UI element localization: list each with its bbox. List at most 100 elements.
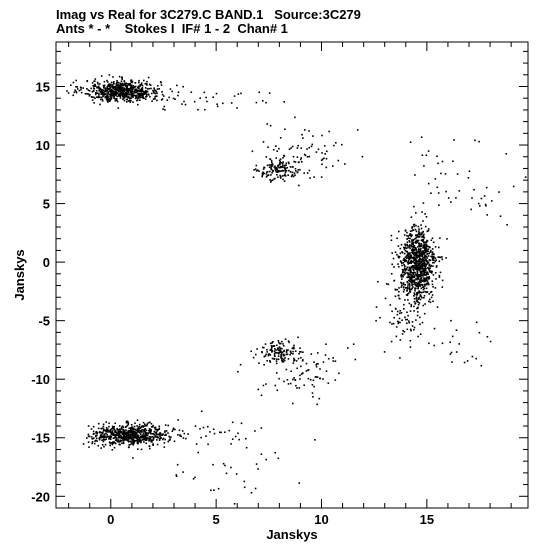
data-point bbox=[281, 340, 283, 343]
data-point bbox=[408, 240, 410, 242]
data-point bbox=[110, 97, 113, 99]
data-point bbox=[148, 438, 150, 440]
data-point bbox=[408, 302, 411, 305]
data-point bbox=[141, 434, 144, 437]
data-point bbox=[258, 362, 260, 364]
data-point bbox=[432, 252, 434, 255]
data-point bbox=[273, 350, 276, 352]
data-point bbox=[408, 276, 411, 278]
data-point bbox=[410, 259, 412, 262]
data-point bbox=[137, 427, 139, 430]
data-point bbox=[93, 442, 96, 445]
data-point bbox=[106, 94, 109, 97]
data-point bbox=[428, 252, 431, 255]
data-point bbox=[132, 442, 134, 444]
data-point bbox=[131, 89, 133, 92]
data-point bbox=[93, 85, 95, 87]
data-point bbox=[406, 322, 408, 325]
data-point bbox=[414, 279, 416, 281]
data-point bbox=[411, 226, 413, 228]
data-point bbox=[116, 80, 118, 82]
data-point bbox=[383, 351, 386, 353]
data-point bbox=[421, 255, 423, 258]
data-point bbox=[250, 350, 252, 352]
data-point bbox=[431, 237, 434, 240]
data-point bbox=[126, 94, 128, 96]
data-point bbox=[412, 281, 414, 283]
data-point bbox=[110, 93, 112, 96]
data-point bbox=[429, 301, 432, 304]
data-point bbox=[255, 164, 258, 167]
data-point bbox=[427, 182, 430, 185]
data-point bbox=[285, 164, 287, 166]
data-point bbox=[423, 256, 426, 258]
data-point bbox=[117, 440, 119, 443]
data-point bbox=[107, 99, 110, 101]
data-point bbox=[106, 86, 108, 88]
data-point bbox=[112, 432, 114, 435]
data-point bbox=[296, 387, 298, 389]
data-point bbox=[113, 427, 115, 430]
data-point bbox=[418, 230, 420, 232]
data-point bbox=[118, 432, 120, 435]
data-point bbox=[313, 176, 315, 178]
data-point bbox=[134, 422, 136, 424]
data-point bbox=[112, 437, 115, 440]
data-point bbox=[424, 280, 427, 282]
data-point bbox=[164, 430, 166, 432]
data-point bbox=[440, 172, 442, 175]
data-point bbox=[113, 92, 116, 94]
data-point bbox=[422, 265, 424, 267]
data-point bbox=[307, 377, 310, 380]
data-point bbox=[413, 246, 415, 248]
data-point bbox=[125, 433, 128, 436]
data-point bbox=[425, 154, 428, 156]
data-point bbox=[421, 262, 423, 264]
data-point bbox=[427, 250, 429, 253]
data-point bbox=[407, 293, 409, 295]
data-point bbox=[426, 263, 429, 265]
data-point bbox=[106, 433, 108, 436]
data-point bbox=[477, 202, 480, 205]
data-point bbox=[428, 298, 431, 301]
data-point bbox=[411, 234, 413, 237]
data-point bbox=[425, 245, 428, 247]
data-point bbox=[421, 267, 424, 270]
data-point bbox=[410, 279, 413, 282]
data-point bbox=[406, 272, 408, 274]
data-point bbox=[132, 434, 135, 436]
data-point bbox=[315, 365, 318, 368]
data-point bbox=[416, 269, 419, 272]
data-point bbox=[419, 243, 421, 246]
data-point bbox=[406, 244, 409, 247]
data-point bbox=[133, 86, 135, 88]
data-point bbox=[424, 257, 426, 260]
data-point bbox=[153, 436, 155, 439]
data-point bbox=[415, 253, 417, 255]
data-point bbox=[225, 472, 228, 475]
data-point bbox=[205, 96, 207, 99]
data-point bbox=[98, 87, 100, 89]
data-point bbox=[105, 90, 107, 92]
data-point bbox=[431, 253, 433, 256]
data-point bbox=[140, 92, 143, 94]
data-point bbox=[131, 88, 134, 91]
data-point bbox=[320, 176, 323, 178]
data-point bbox=[312, 379, 315, 382]
data-point bbox=[414, 174, 416, 176]
data-point bbox=[426, 291, 428, 293]
data-point bbox=[324, 145, 326, 147]
data-point bbox=[299, 351, 301, 353]
data-point bbox=[122, 431, 125, 434]
data-point bbox=[177, 434, 179, 436]
data-point bbox=[265, 383, 267, 385]
data-point bbox=[100, 436, 102, 439]
data-point bbox=[164, 431, 166, 433]
data-point bbox=[418, 248, 420, 250]
y-tick-label: 5 bbox=[43, 197, 50, 212]
data-point bbox=[416, 277, 419, 280]
data-point bbox=[134, 434, 137, 436]
data-point bbox=[407, 253, 409, 255]
data-point bbox=[406, 294, 409, 296]
data-point bbox=[402, 330, 404, 332]
